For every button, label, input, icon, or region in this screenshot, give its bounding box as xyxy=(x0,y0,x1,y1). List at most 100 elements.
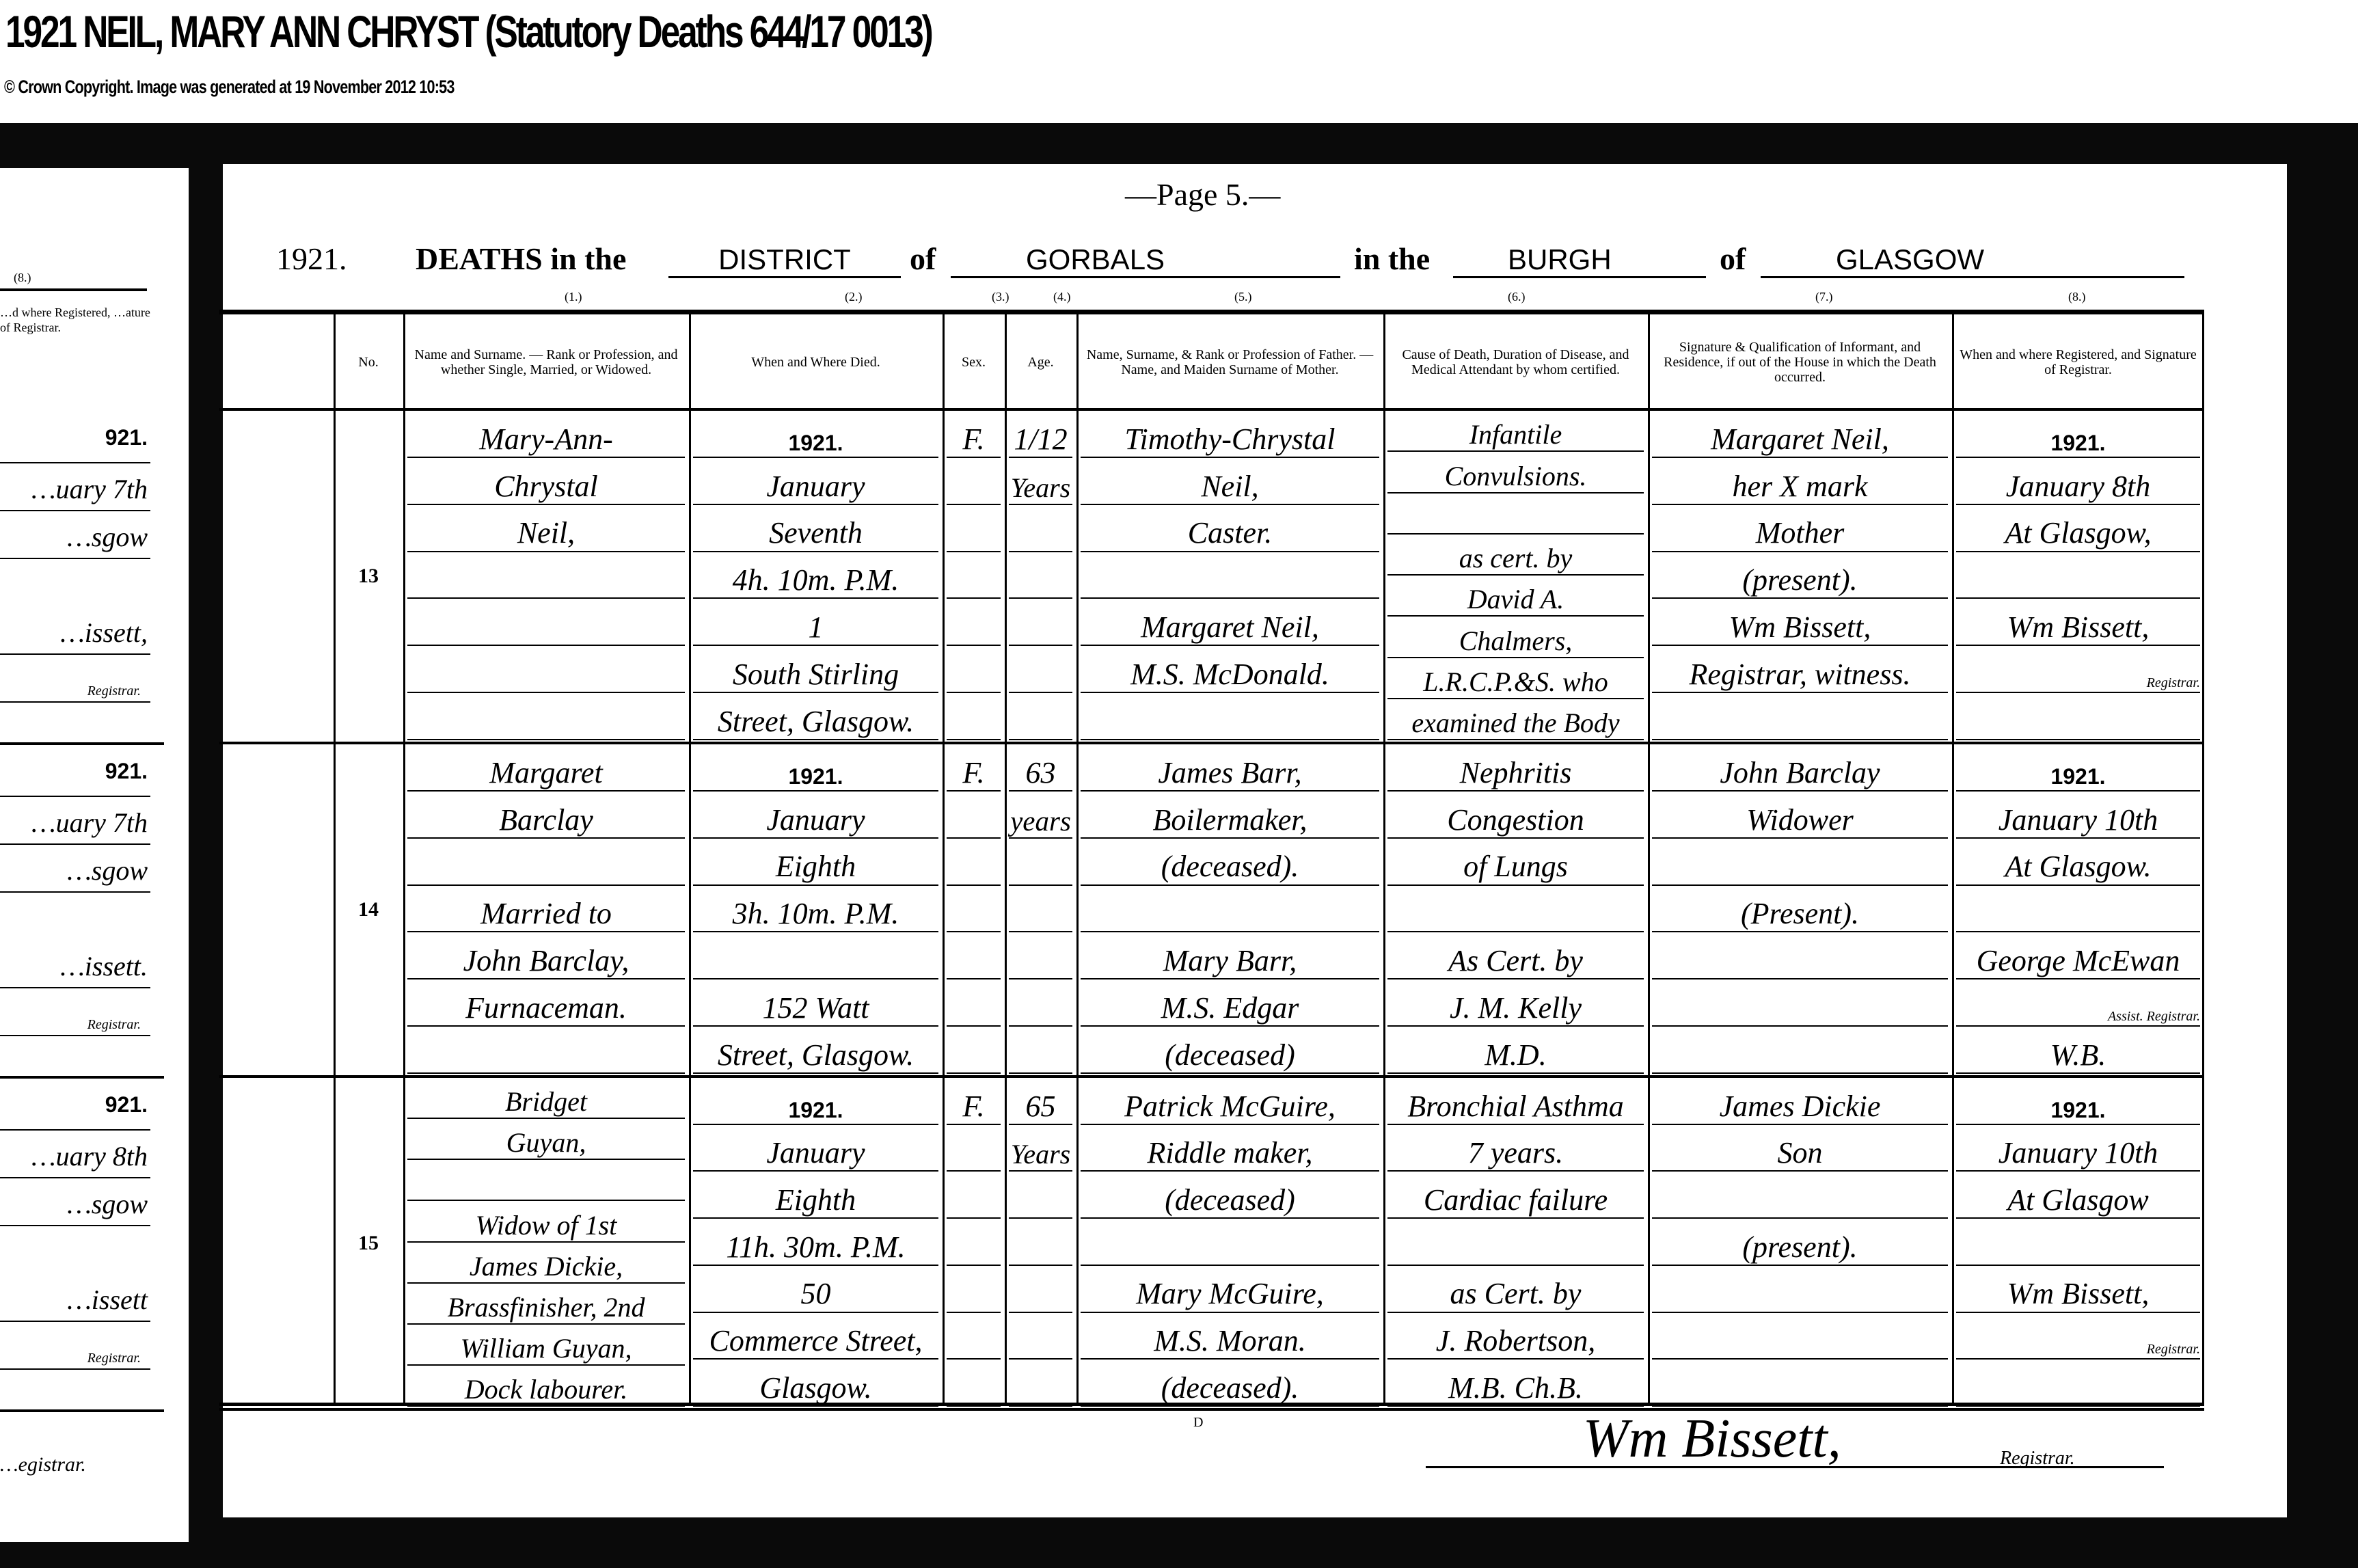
father-text: James Barr, xyxy=(1158,755,1302,789)
cell-line: Margaret Neil, xyxy=(1081,599,1379,647)
cell-line: South Stirling xyxy=(693,646,938,694)
name-text: Bridget xyxy=(505,1086,587,1118)
cell-line: 4h. 10m. P.M. xyxy=(693,552,938,599)
deaths-label: DEATHS in the xyxy=(416,241,627,276)
registered-text: Wm Bissett, xyxy=(2007,1277,2150,1311)
cell-line xyxy=(947,693,1001,740)
cell-line xyxy=(947,1266,1001,1313)
informant-text: Son xyxy=(1777,1136,1823,1170)
cell-line: years xyxy=(1009,792,1072,839)
cell-informant: John Barclay Widower (Present). xyxy=(1652,744,1948,1074)
prev-signature: …issett, xyxy=(60,617,148,648)
when-text: Eighth xyxy=(775,850,856,884)
prev-line xyxy=(0,1225,150,1226)
cell-line xyxy=(1652,1266,1948,1313)
column-number: (5.) xyxy=(1234,290,1252,303)
prev-signature: …issett xyxy=(67,1284,148,1315)
when-text: Street, Glasgow. xyxy=(717,704,914,738)
prev-line xyxy=(0,796,150,797)
prev-line xyxy=(0,843,150,845)
column-header-father: Name, Surname, & Rank or Profession of F… xyxy=(1086,347,1374,377)
father-text: M.S. Moran. xyxy=(1154,1324,1306,1358)
name-text: Furnaceman. xyxy=(465,990,627,1025)
cell-line: J. Robertson, xyxy=(1387,1313,1644,1360)
cell-line: F. xyxy=(947,1078,1001,1125)
register-page: —Page 5.— 1921. DEATHS in the DISTRICT o… xyxy=(219,164,2287,1517)
father-text: Riddle maker, xyxy=(1147,1136,1313,1170)
cell-line: J. M. Kelly xyxy=(1387,979,1644,1027)
cell-line: At Glasgow, xyxy=(1956,505,2200,552)
registered-text: 1921. xyxy=(2050,431,2106,456)
column-number: (7.) xyxy=(1815,290,1833,303)
column-divider xyxy=(2202,314,2204,1403)
of-label-1: of xyxy=(910,241,936,276)
cell-line: of Lungs xyxy=(1387,839,1644,886)
cell-line: 65 xyxy=(1009,1078,1072,1125)
registered-text: Registrar. xyxy=(2146,675,2200,691)
prev-column-number: (8.) xyxy=(14,271,31,284)
father-text: Neil, xyxy=(1201,469,1259,503)
informant-text: (present). xyxy=(1742,1230,1858,1264)
column-divider xyxy=(943,314,945,1403)
father-text: Timothy-Chrystal xyxy=(1124,422,1336,456)
cell-line: John Barclay, xyxy=(407,932,685,980)
when-text: 3h. 10m. P.M. xyxy=(732,897,899,931)
cause-text: J. M. Kelly xyxy=(1449,990,1582,1025)
district-name: GORBALS xyxy=(951,243,1340,278)
cell-line: At Glasgow. xyxy=(1956,839,2200,886)
cell-line xyxy=(407,552,685,599)
cell-line xyxy=(1009,552,1072,599)
cell-line: Neil, xyxy=(1081,458,1379,505)
prev-footer: …egistrar. xyxy=(0,1453,86,1476)
cell-line: Wm Bissett, xyxy=(1956,1266,2200,1313)
cell-line xyxy=(1652,1360,1948,1407)
cell-line xyxy=(1956,693,2200,740)
cell-line: Dock labourer. xyxy=(407,1366,685,1407)
cause-text: Chalmers, xyxy=(1459,625,1573,656)
cause-text: Congestion xyxy=(1447,802,1584,837)
cell-line: 1921. xyxy=(693,411,938,458)
cell-line: 7 years. xyxy=(1387,1125,1644,1172)
cell-line xyxy=(947,1360,1001,1407)
cell-line xyxy=(947,1219,1001,1266)
when-text: 152 Watt xyxy=(762,990,869,1025)
cell-when: 1921. January Eighth 3h. 10m. P.M. 152 Watt S… xyxy=(693,744,938,1074)
cell-line: Convulsions. xyxy=(1387,452,1644,494)
cell-line: 3h. 10m. P.M. xyxy=(693,886,938,933)
burgh-type: BURGH xyxy=(1453,243,1706,278)
father-text: Caster. xyxy=(1187,516,1273,550)
column-divider xyxy=(689,314,691,1403)
age-text: 65 xyxy=(1025,1089,1056,1123)
column-divider xyxy=(334,314,336,1403)
cell-line xyxy=(1081,886,1379,933)
cell-registered: 1921. January 10th At Glasgow Wm Bissett, Re… xyxy=(1956,1078,2200,1407)
registered-text: January 10th xyxy=(1998,802,2158,837)
footer-signature: Wm Bissett, xyxy=(1583,1409,1841,1469)
column-divider xyxy=(1076,314,1079,1403)
registered-text: Registrar. xyxy=(2146,1342,2200,1357)
father-text: (deceased). xyxy=(1161,1370,1299,1405)
cell-line: 1921. xyxy=(693,744,938,792)
cell-line xyxy=(407,839,685,886)
name-text: Guyan, xyxy=(506,1127,586,1159)
cell-line: Eighth xyxy=(693,839,938,886)
cell-line xyxy=(1009,1172,1072,1219)
cell-line: Bronchial Asthma xyxy=(1387,1078,1644,1125)
when-text: Street, Glasgow. xyxy=(717,1038,914,1072)
prev-signature: …issett. xyxy=(60,951,148,982)
cell-name: Margaret Barclay Married to John Barclay, Fu… xyxy=(407,744,685,1074)
cell-informant: James Dickie Son (present). xyxy=(1652,1078,1948,1407)
prev-line xyxy=(0,510,150,511)
cell-line: January xyxy=(693,458,938,505)
name-text: Dock labourer. xyxy=(464,1374,628,1405)
cell-father: James Barr, Boilermaker, (deceased). Mary B… xyxy=(1081,744,1379,1074)
cell-line: F. xyxy=(947,744,1001,792)
cell-line: Mother xyxy=(1652,505,1948,552)
cell-line: Congestion xyxy=(1387,792,1644,839)
cell-line: January xyxy=(693,1125,938,1172)
cell-line xyxy=(947,505,1001,552)
prev-year: 921. xyxy=(105,1092,148,1117)
cell-line: Barclay xyxy=(407,792,685,839)
cell-line: M.D. xyxy=(1387,1027,1644,1074)
informant-text: Widower xyxy=(1746,802,1854,837)
